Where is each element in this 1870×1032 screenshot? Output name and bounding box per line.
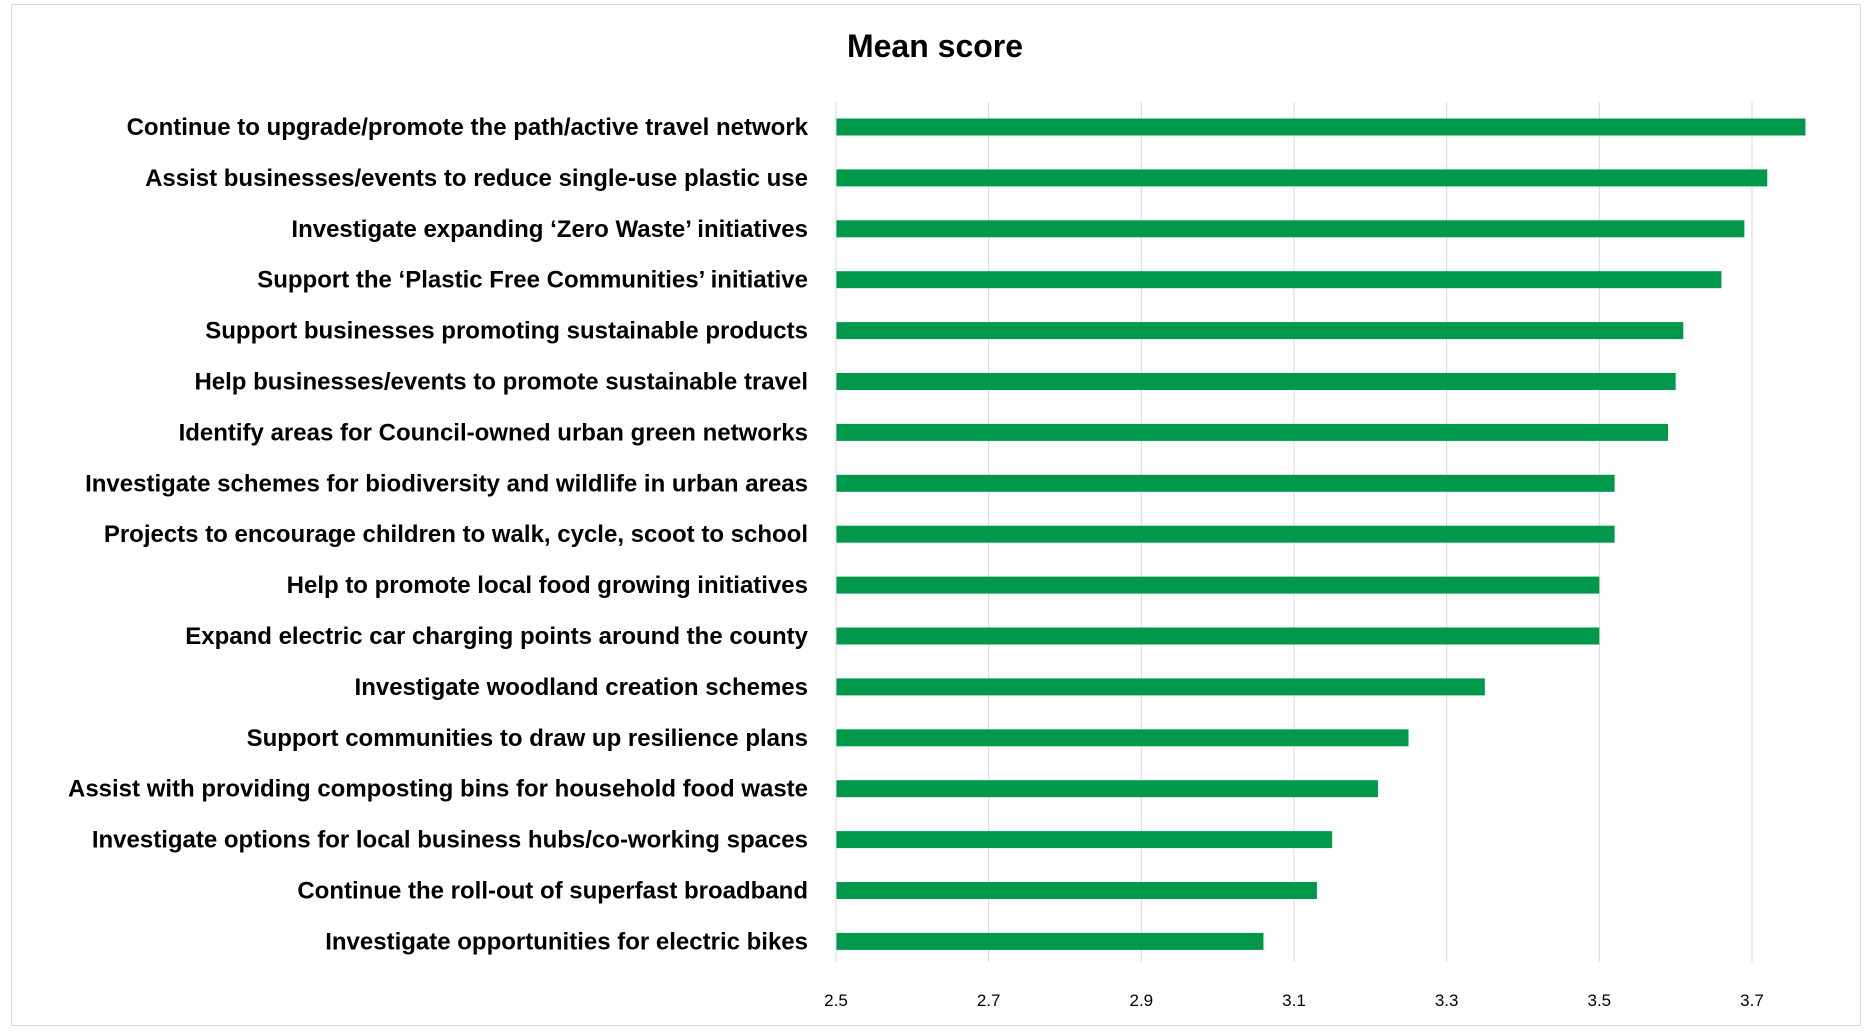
x-tick-label: 3.5 (1588, 991, 1612, 1010)
bar (836, 373, 1676, 390)
category-label: Investigate woodland creation schemes (355, 674, 808, 701)
bar (836, 474, 1615, 492)
category-label: Assist businesses/events to reduce singl… (145, 165, 808, 192)
category-label: Investigate schemes for biodiversity and… (85, 470, 808, 497)
category-label: Investigate expanding ‘Zero Waste’ initi… (291, 216, 808, 243)
bar (836, 729, 1409, 747)
bar (836, 576, 1600, 594)
category-label: Projects to encourage children to walk, … (104, 521, 808, 548)
x-tick-label: 3.7 (1740, 991, 1764, 1010)
bar (836, 882, 1317, 899)
x-tick-label: 2.5 (824, 991, 848, 1010)
category-label: Support businesses promoting sustainable… (205, 318, 808, 345)
bar (836, 780, 1378, 798)
x-tick-label: 2.7 (977, 991, 1001, 1010)
bar (836, 525, 1615, 543)
x-tick-label: 2.9 (1130, 991, 1154, 1010)
chart-title: Mean score (846, 28, 1024, 64)
bar (836, 627, 1600, 645)
category-label: Continue to upgrade/promote the path/act… (127, 114, 809, 141)
category-label: Identify areas for Council-owned urban g… (179, 419, 808, 446)
bar (836, 118, 1806, 136)
x-tick-label: 3.1 (1282, 991, 1306, 1010)
bar (836, 322, 1684, 340)
bar (836, 169, 1768, 187)
x-tick-label: 3.3 (1435, 991, 1459, 1010)
category-label: Help businesses/events to promote sustai… (194, 369, 808, 396)
category-label: Investigate options for local business h… (92, 827, 808, 854)
bar (836, 220, 1745, 238)
category-label: Support the ‘Plastic Free Communities’ i… (257, 267, 808, 294)
category-label: Assist with providing composting bins fo… (68, 776, 808, 803)
category-label: Help to promote local food growing initi… (287, 572, 808, 599)
category-label: Investigate opportunities for electric b… (325, 928, 808, 955)
category-label: Expand electric car charging points arou… (185, 623, 808, 650)
category-label: Support communities to draw up resilienc… (247, 725, 808, 752)
bar (836, 423, 1669, 441)
bar (836, 678, 1485, 696)
bar (836, 271, 1722, 289)
bar (836, 932, 1264, 950)
category-label: Continue the roll-out of superfast broad… (297, 878, 808, 905)
bar (836, 831, 1333, 849)
